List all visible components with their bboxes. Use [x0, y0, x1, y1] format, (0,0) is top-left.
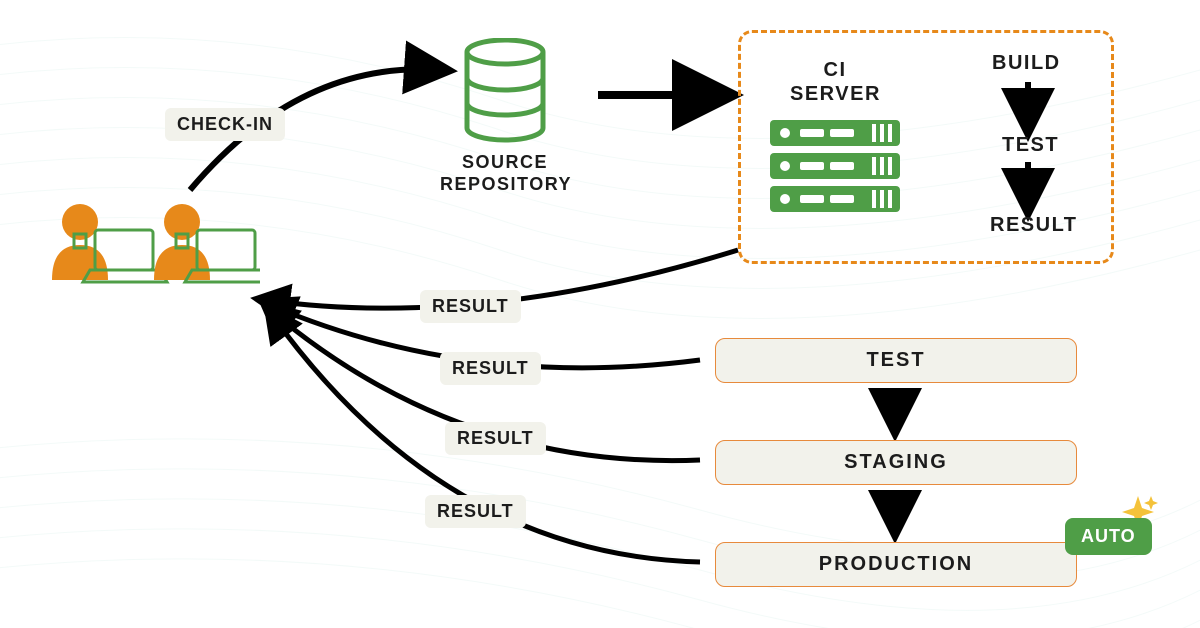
result-label-3: RESULT	[445, 422, 546, 455]
stage-production: PRODUCTION	[715, 542, 1077, 587]
result-label-2: RESULT	[440, 352, 541, 385]
source-line1: SOURCE	[462, 152, 548, 172]
check-in-label: CHECK-IN	[165, 108, 285, 141]
source-repo-label: SOURCE REPOSITORY	[440, 152, 570, 195]
server-icon	[770, 120, 900, 215]
result-label-1: RESULT	[420, 290, 521, 323]
test-inner-label: TEST	[1002, 134, 1059, 157]
auto-badge: AUTO	[1065, 518, 1152, 555]
database-icon	[460, 38, 550, 148]
build-label: BUILD	[992, 52, 1061, 75]
stage-test: TEST	[715, 338, 1077, 383]
ci-line2: SERVER	[790, 83, 881, 105]
source-line2: REPOSITORY	[440, 174, 572, 194]
developer-icon	[40, 190, 260, 310]
ci-server-label: CI SERVER	[790, 58, 880, 106]
result-label-4: RESULT	[425, 495, 526, 528]
stage-staging: STAGING	[715, 440, 1077, 485]
ci-line1: CI	[824, 59, 847, 81]
result-inner-label: RESULT	[990, 214, 1078, 237]
